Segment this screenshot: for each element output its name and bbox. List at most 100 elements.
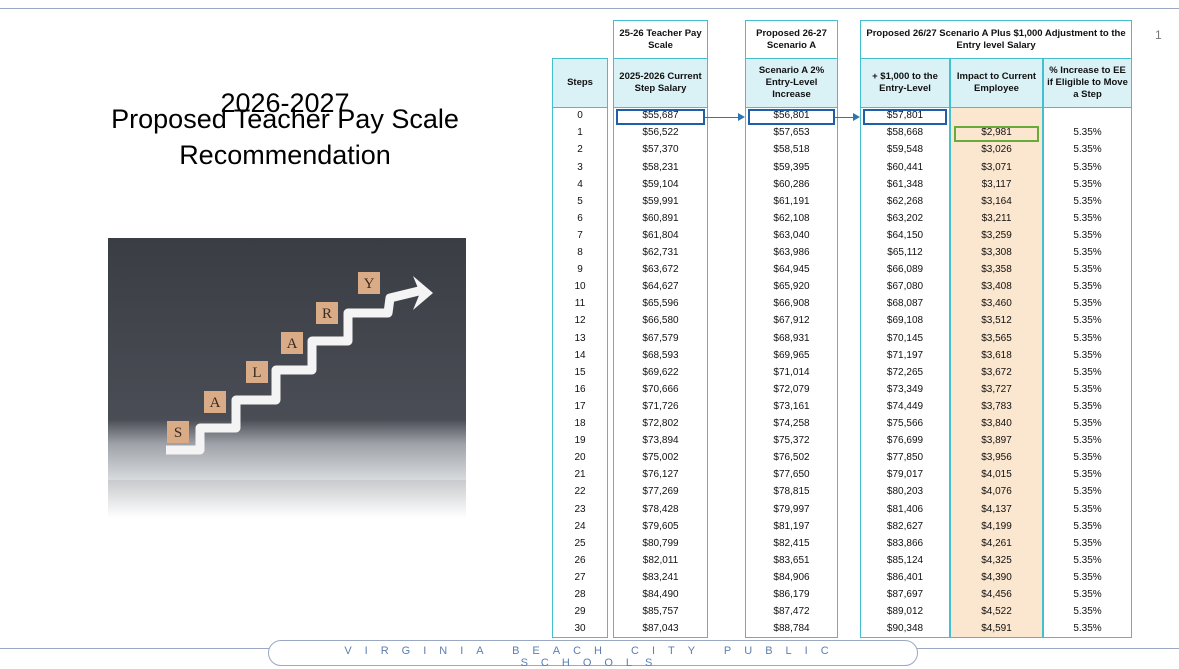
table-cell: 10 [552, 279, 608, 296]
group-header: Proposed 26/27 Scenario A Plus $1,000 Ad… [860, 20, 1132, 59]
table-cell: $3,956 [950, 450, 1043, 467]
slide: 1 2026-2027 Proposed Teacher Pay Scale R… [0, 0, 1179, 653]
table-cell: $78,428 [613, 501, 708, 518]
table-cell: 21 [552, 467, 608, 484]
table-cell: $58,518 [745, 142, 838, 159]
table-cell: 0 [552, 108, 608, 125]
table-cell: 5.35% [1043, 330, 1132, 347]
table-cell: $77,850 [860, 450, 950, 467]
block-letter: L [252, 365, 261, 381]
table-cell: $3,727 [950, 382, 1043, 399]
table-cell: 3 [552, 159, 608, 176]
table-cell: $60,286 [745, 176, 838, 193]
table-cell: 4 [552, 176, 608, 193]
column-header: + $1,000 to the Entry-Level [860, 58, 950, 108]
table-cell: $4,199 [950, 518, 1043, 535]
highlight-box [863, 109, 947, 125]
table-cell: 22 [552, 484, 608, 501]
table-cell: 1 [552, 125, 608, 142]
table-cell: 5.35% [1043, 604, 1132, 621]
table-cell: $70,145 [860, 330, 950, 347]
table-cell: $83,241 [613, 570, 708, 587]
table-cell: $3,672 [950, 365, 1043, 382]
column-header: % Increase to EE if Eligible to Move a S… [1043, 58, 1132, 108]
table-cell: $58,668 [860, 125, 950, 142]
table-cell: $84,490 [613, 587, 708, 604]
table-cell: $77,650 [745, 467, 838, 484]
highlight-box [748, 109, 835, 125]
table-cell: $67,579 [613, 330, 708, 347]
table-cell: $79,997 [745, 501, 838, 518]
page-number: 1 [1155, 28, 1162, 42]
table-cell: 5.35% [1043, 125, 1132, 142]
table-cell: $86,179 [745, 587, 838, 604]
table-cell: $89,012 [860, 604, 950, 621]
table-cell: $68,931 [745, 330, 838, 347]
table-cell: $3,408 [950, 279, 1043, 296]
table-cell: 5.35% [1043, 621, 1132, 638]
table-cell: 5.35% [1043, 536, 1132, 553]
table-cell: $4,325 [950, 553, 1043, 570]
table-cell: $4,390 [950, 570, 1043, 587]
table-cell: $80,203 [860, 484, 950, 501]
table-cell: $76,127 [613, 467, 708, 484]
table-cell: $65,112 [860, 245, 950, 262]
table-cell: 5.35% [1043, 416, 1132, 433]
table-cell: 5.35% [1043, 245, 1132, 262]
table-cell: $75,002 [613, 450, 708, 467]
table-cell: 5.35% [1043, 313, 1132, 330]
table-cell: $66,580 [613, 313, 708, 330]
table-cell: $4,137 [950, 501, 1043, 518]
salary-image: SALARY [108, 238, 466, 518]
table-cell: $60,441 [860, 159, 950, 176]
top-rule [0, 8, 1179, 9]
table-cell: $63,672 [613, 262, 708, 279]
table-cell: $71,014 [745, 365, 838, 382]
table-cell: 15 [552, 365, 608, 382]
table-cell: $72,265 [860, 365, 950, 382]
table-cell: 26 [552, 553, 608, 570]
table-cell: $77,269 [613, 484, 708, 501]
table-cell: 5.35% [1043, 142, 1132, 159]
table-cell: 5.35% [1043, 262, 1132, 279]
table-cell: $70,666 [613, 382, 708, 399]
table-cell: $3,308 [950, 245, 1043, 262]
table-cell: $67,080 [860, 279, 950, 296]
table-cell: $88,784 [745, 621, 838, 638]
table-cell: 8 [552, 245, 608, 262]
table-cell: 5.35% [1043, 399, 1132, 416]
block-letter: R [322, 306, 332, 322]
table-cell: $3,259 [950, 228, 1043, 245]
table-cell: $69,965 [745, 347, 838, 364]
column-header: 2025-2026 Current Step Salary [613, 58, 708, 108]
table-cell: 29 [552, 604, 608, 621]
table-cell: $4,261 [950, 536, 1043, 553]
table-cell: 20 [552, 450, 608, 467]
column-header: Scenario A 2% Entry-Level Increase [745, 58, 838, 108]
table-cell: $3,897 [950, 433, 1043, 450]
table-cell: $68,593 [613, 347, 708, 364]
table-cell: $81,406 [860, 501, 950, 518]
table-cell: $59,395 [745, 159, 838, 176]
table-cell: $69,108 [860, 313, 950, 330]
footer: VIRGINIA BEACH CITY PUBLIC SCHOOLS [268, 640, 918, 666]
table-cell: $59,104 [613, 176, 708, 193]
table-cell: $85,124 [860, 553, 950, 570]
table-cell: $59,548 [860, 142, 950, 159]
table-cell: 28 [552, 587, 608, 604]
table-cell: $75,372 [745, 433, 838, 450]
table-cell: $3,460 [950, 296, 1043, 313]
table-cell: $68,087 [860, 296, 950, 313]
table-cell: $3,565 [950, 330, 1043, 347]
table-cell: $74,449 [860, 399, 950, 416]
table-cell: 14 [552, 347, 608, 364]
table-cell: $59,991 [613, 194, 708, 211]
table-cell: $65,596 [613, 296, 708, 313]
block-letter: A [210, 395, 221, 411]
table-cell: $4,591 [950, 621, 1043, 638]
title-line: Recommendation [40, 140, 530, 171]
table-cell: 17 [552, 399, 608, 416]
table-cell: $62,268 [860, 194, 950, 211]
table-cell: $3,840 [950, 416, 1043, 433]
table-cell: $3,211 [950, 211, 1043, 228]
